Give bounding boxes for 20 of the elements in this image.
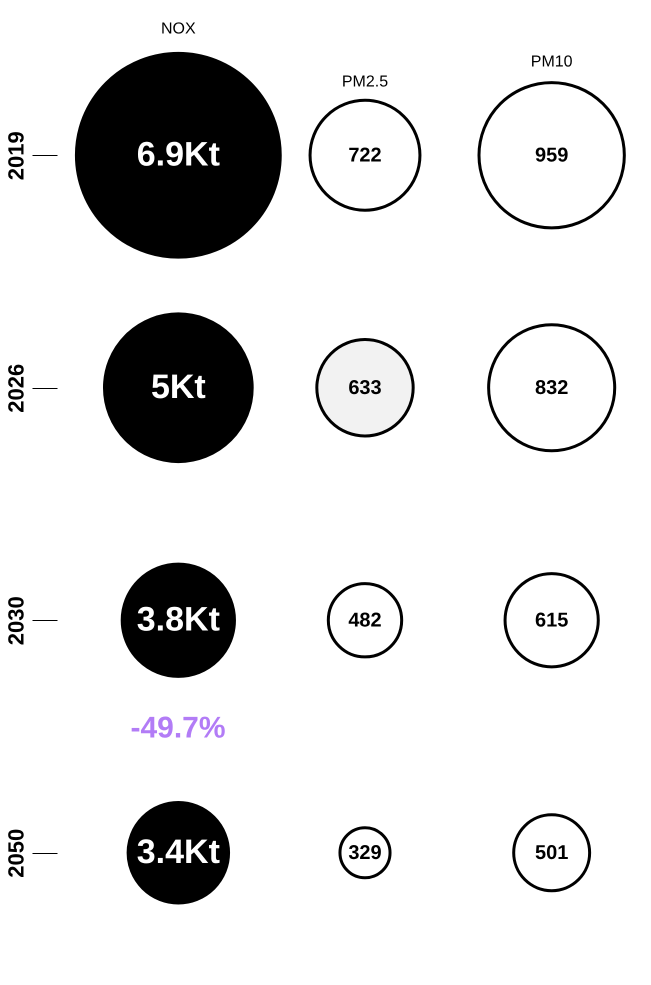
data-label: 329 (348, 842, 382, 864)
data-label: 832 (534, 376, 568, 399)
series-label: NOX (160, 20, 196, 38)
data-label: 615 (534, 609, 568, 632)
category-label: 2050 (4, 828, 28, 878)
data-label: 3.4Kt (136, 832, 220, 871)
data-label: 722 (348, 144, 382, 166)
data-label: 3.8Kt (136, 600, 220, 638)
data-label: 959 (534, 144, 568, 166)
category-label: 2026 (4, 364, 28, 413)
text: -49.7% (130, 712, 226, 744)
series-label: PM10 (530, 53, 573, 70)
category-label: 2030 (4, 596, 28, 646)
data-label: 501 (534, 842, 568, 864)
category-label: 2019 (4, 131, 28, 180)
data-label: 6.9Kt (136, 135, 220, 174)
data-label: 482 (348, 609, 382, 632)
data-label: 633 (348, 376, 382, 399)
series-label: PM2.5 (342, 73, 388, 90)
data-label: 5Kt (150, 368, 206, 406)
